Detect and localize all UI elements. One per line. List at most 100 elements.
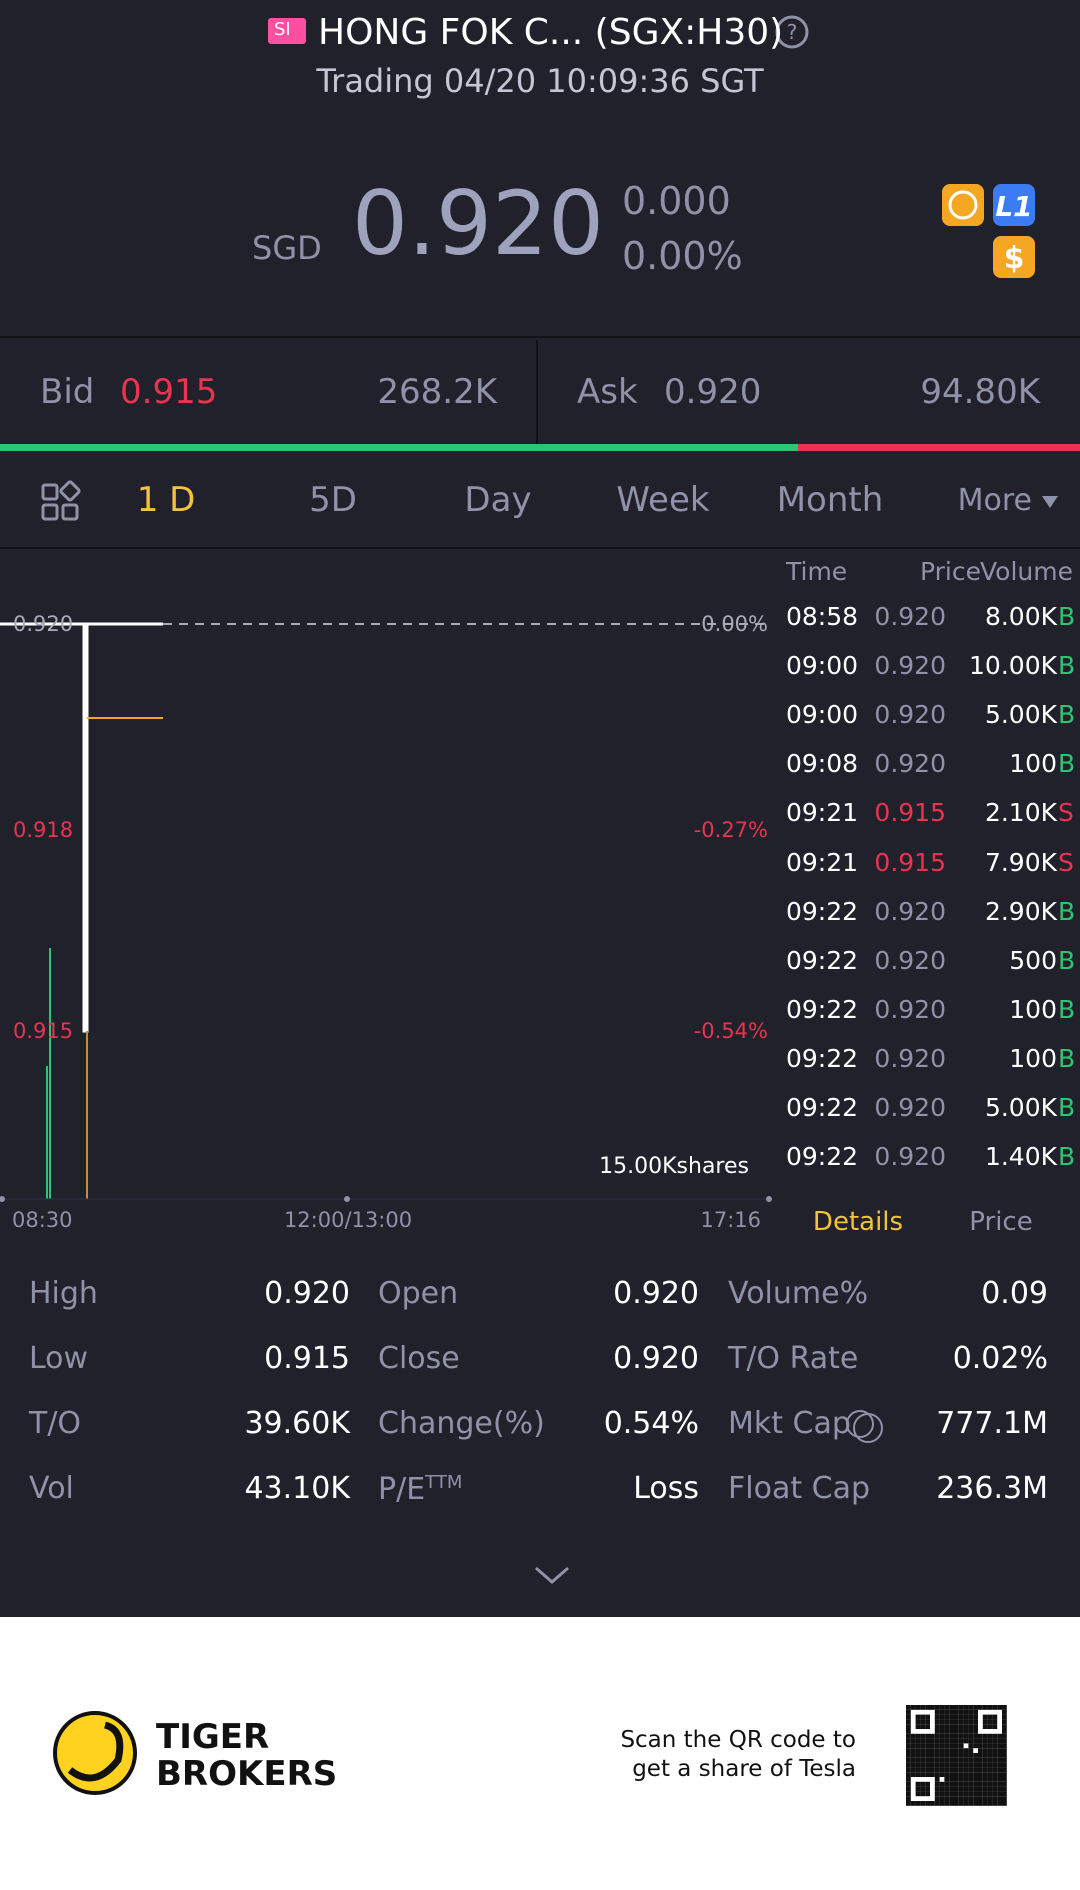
tick-time: 09:21 (786, 847, 859, 877)
qr-module (906, 1791, 911, 1797)
footer-bg (0, 1617, 1080, 1890)
period-tab[interactable]: Week (616, 480, 710, 520)
qr-module (968, 1733, 974, 1739)
qr-module (954, 1757, 959, 1763)
qr-module (915, 1743, 921, 1749)
qr-module (973, 1729, 978, 1734)
qr-module (958, 1738, 964, 1744)
qr-module (973, 1786, 978, 1792)
qr-module (925, 1733, 930, 1739)
qr-module (915, 1738, 921, 1744)
qr-module (978, 1781, 983, 1787)
qr-module (949, 1709, 954, 1715)
qr-module (958, 1748, 964, 1753)
qr-module (949, 1724, 954, 1729)
qr-module (915, 1772, 921, 1777)
qr-module (954, 1791, 959, 1797)
qr-module (963, 1777, 969, 1782)
qr-module (925, 1757, 930, 1763)
qr-module (949, 1729, 954, 1734)
tick-time: 09:00 (786, 651, 859, 681)
expand-chevron[interactable] (535, 1566, 569, 1584)
qr-module (939, 1796, 945, 1801)
stat-value: 0.02% (952, 1341, 1048, 1376)
last-price: 0.920 (352, 172, 604, 275)
qr-module (992, 1743, 998, 1749)
bid-price: 0.915 (120, 372, 218, 412)
qr-module (944, 1762, 950, 1768)
qr-module (934, 1714, 940, 1720)
qr-module (944, 1786, 950, 1792)
qr-module (954, 1738, 959, 1744)
qr-module (939, 1801, 945, 1806)
qr-module (934, 1733, 940, 1739)
qr-module (982, 1719, 988, 1725)
qr-module (958, 1762, 964, 1768)
qr-module (906, 1796, 911, 1801)
qr-module (934, 1719, 940, 1725)
grid-icon[interactable] (41, 480, 81, 521)
qr-module (992, 1801, 998, 1806)
detail-tab[interactable]: Details (812, 1207, 904, 1237)
qr-module (987, 1748, 993, 1753)
qr-module (973, 1796, 978, 1801)
period-tab[interactable]: 5D (309, 480, 357, 520)
qr-module (934, 1748, 940, 1753)
tick-volume: 7.90K (984, 847, 1057, 877)
period-tab[interactable]: More (957, 483, 1032, 518)
qr-module (934, 1724, 940, 1729)
help-icon[interactable] (775, 15, 809, 49)
info-icon[interactable] (846, 1410, 874, 1438)
qr-module (992, 1767, 998, 1773)
qr-module (944, 1791, 950, 1797)
qr-module (954, 1767, 959, 1773)
qr-module (968, 1714, 974, 1720)
qr-module (944, 1724, 950, 1729)
bid-ratio-bar (0, 444, 798, 451)
axis-dot (344, 1196, 350, 1202)
stat-label: Close (378, 1341, 460, 1376)
qr-module (978, 1772, 983, 1777)
period-tab[interactable]: 1 D (136, 480, 196, 520)
qr-module (930, 1733, 935, 1739)
qr-module (949, 1801, 954, 1806)
qr-module (939, 1714, 945, 1720)
qr-module (934, 1767, 940, 1773)
qr-module (1002, 1743, 1007, 1749)
qr-module (997, 1777, 1002, 1782)
qr-module (906, 1719, 911, 1725)
qr-module (949, 1719, 954, 1725)
ticks-header: Volume (980, 557, 1073, 586)
qr-module (949, 1748, 954, 1753)
qr-module (949, 1714, 954, 1720)
qr-module (906, 1738, 911, 1744)
period-tab[interactable]: Day (464, 480, 532, 520)
tick-price: 0.920 (874, 700, 946, 730)
qr-module (978, 1796, 983, 1801)
qr-module (963, 1801, 969, 1806)
qr-module (992, 1705, 998, 1710)
qr-module (958, 1767, 964, 1773)
qr-module (968, 1786, 974, 1792)
qr-module (934, 1757, 940, 1763)
ticks-header: Time (786, 557, 848, 586)
stat-label: Open (378, 1276, 459, 1311)
qr-module (915, 1719, 921, 1725)
ask-ratio-bar (798, 444, 1080, 451)
detail-tab[interactable]: Price (969, 1207, 1033, 1237)
qr-module (939, 1709, 945, 1715)
stat-value: 236.3M (936, 1471, 1048, 1506)
tick-side: S (1058, 798, 1074, 828)
stat-value: 0.54% (603, 1406, 699, 1441)
qr-module (934, 1705, 940, 1710)
period-tab[interactable]: Month (776, 480, 884, 520)
ask-size: 94.80K (920, 372, 1040, 412)
qr-module (949, 1705, 954, 1710)
stock-title: HONG FOK C... (SGX:H30) (318, 12, 784, 53)
qr-module (982, 1724, 988, 1729)
tick-price: 0.920 (874, 1142, 946, 1172)
qr-module (992, 1781, 998, 1787)
qr-module (978, 1767, 983, 1773)
qr-module (963, 1724, 969, 1729)
tick-volume: 2.10K (984, 798, 1057, 828)
